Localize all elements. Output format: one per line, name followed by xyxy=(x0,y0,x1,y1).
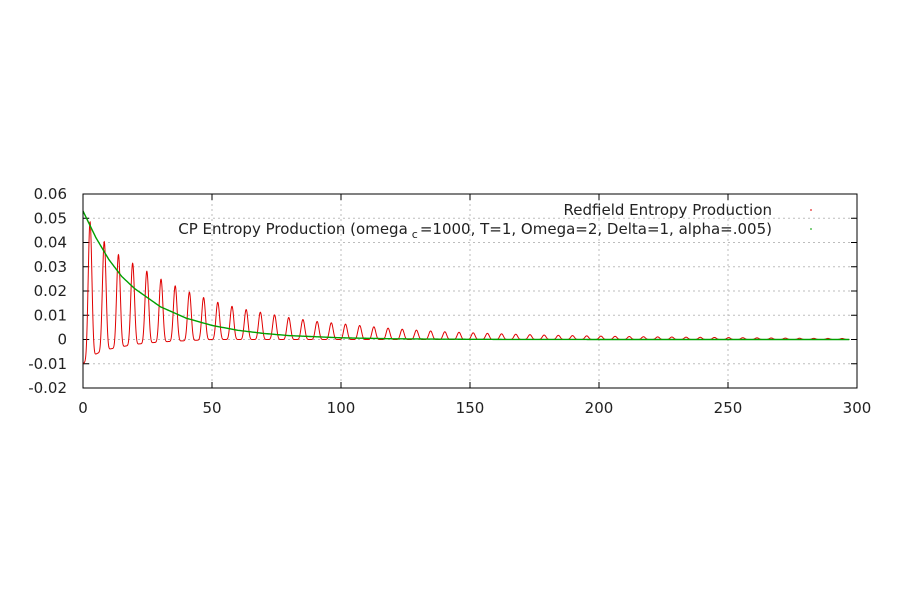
x-tick-label: 250 xyxy=(714,399,743,417)
y-tick-label: 0.06 xyxy=(34,185,67,203)
legend-label-cp: CP Entropy Production (omega c =1000, T=1,… xyxy=(178,220,772,241)
series-lines xyxy=(82,210,850,365)
tick-labels: 0 50 100 150 200 250 300 -0.02 -0.01 0 0.01 0.02 0.0… xyxy=(28,185,871,417)
plot-frame xyxy=(82,193,858,389)
y-tick-label: 0.03 xyxy=(34,258,67,276)
series-redfield-line xyxy=(82,221,850,365)
series-cp-line xyxy=(82,210,850,341)
x-tick-label: 150 xyxy=(456,399,485,417)
y-tick-label: 0.04 xyxy=(34,234,67,252)
x-tick-label: 0 xyxy=(78,399,88,417)
x-tick-label: 300 xyxy=(843,399,872,417)
y-tick-label: 0.02 xyxy=(34,282,67,300)
x-tick-label: 200 xyxy=(585,399,614,417)
y-tick-label: 0.01 xyxy=(34,306,67,324)
y-tick-label: 0.05 xyxy=(34,209,67,227)
x-tick-label: 100 xyxy=(327,399,356,417)
x-tick-label: 50 xyxy=(202,399,221,417)
y-tick-label: 0 xyxy=(57,331,67,349)
legend-label-redfield: Redfield Entropy Production xyxy=(564,201,772,219)
y-tick-label: -0.01 xyxy=(28,355,67,373)
y-tick-label: -0.02 xyxy=(28,379,67,397)
